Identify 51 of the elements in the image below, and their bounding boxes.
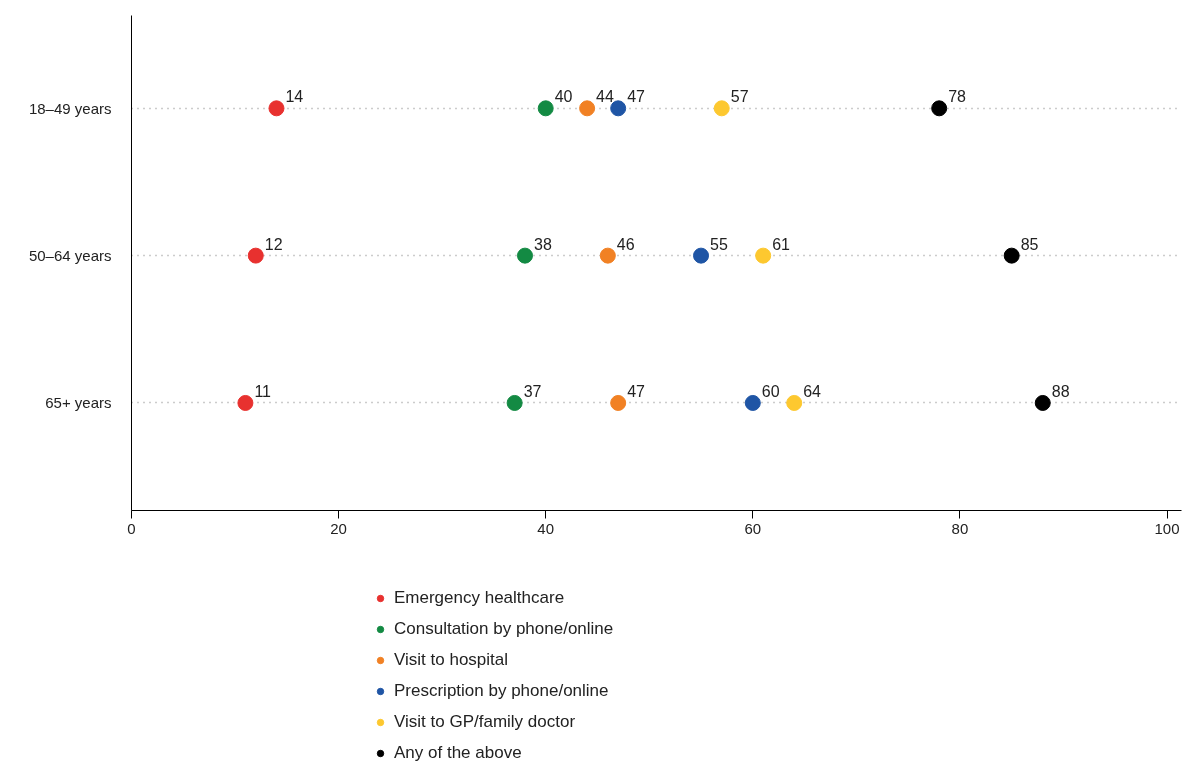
y-tick-label: 65+ years (45, 394, 112, 412)
point (744, 394, 761, 411)
point (537, 100, 554, 117)
data-label: 78 (948, 88, 967, 106)
point (1034, 394, 1051, 411)
point (237, 394, 254, 411)
point (599, 247, 616, 264)
data-label: 47 (627, 88, 646, 106)
data-label: 60 (761, 382, 780, 400)
y-tick-label: 18–49 years (28, 99, 112, 117)
x-tick-label: 100 (1154, 519, 1180, 537)
x-tick-label: 80 (951, 519, 969, 537)
legend-label: Prescription by phone/online (394, 681, 609, 701)
data-label: 88 (1051, 382, 1070, 400)
x-tick-label: 40 (537, 519, 555, 537)
point (610, 394, 627, 411)
data-label: 14 (285, 88, 304, 106)
x-tick-label: 20 (330, 519, 347, 537)
data-label: 61 (772, 235, 791, 253)
data-label: 57 (730, 88, 749, 106)
data-label: 12 (264, 235, 283, 253)
point (579, 100, 596, 117)
legend-label: Emergency healthcare (394, 588, 565, 608)
legend-label: Consultation by phone/online (394, 619, 614, 639)
data-label: 85 (1020, 235, 1039, 253)
data-label: 44 (596, 88, 615, 106)
data-label: 37 (523, 382, 542, 400)
data-label: 64 (803, 382, 822, 400)
point (516, 247, 533, 264)
data-label: 11 (254, 382, 272, 400)
point (786, 394, 803, 411)
legend-label: Any of the above (394, 743, 522, 763)
data-label: 55 (710, 235, 728, 253)
point (1003, 247, 1020, 264)
point (610, 100, 627, 117)
y-tick-label: 50–64 years (28, 247, 112, 265)
point (247, 247, 264, 264)
point (693, 247, 710, 264)
x-tick-label: 0 (127, 519, 136, 537)
legend-label: Visit to GP/family doctor (394, 712, 576, 732)
data-label: 38 (533, 235, 552, 253)
point (713, 100, 730, 117)
point (755, 247, 772, 264)
data-label: 46 (616, 235, 635, 253)
x-tick-label: 60 (744, 519, 762, 537)
point (931, 100, 948, 117)
data-label: 40 (554, 88, 573, 106)
legend-label: Visit to hospital (394, 650, 509, 670)
point (268, 100, 285, 117)
data-label: 47 (627, 382, 646, 400)
point (506, 394, 523, 411)
